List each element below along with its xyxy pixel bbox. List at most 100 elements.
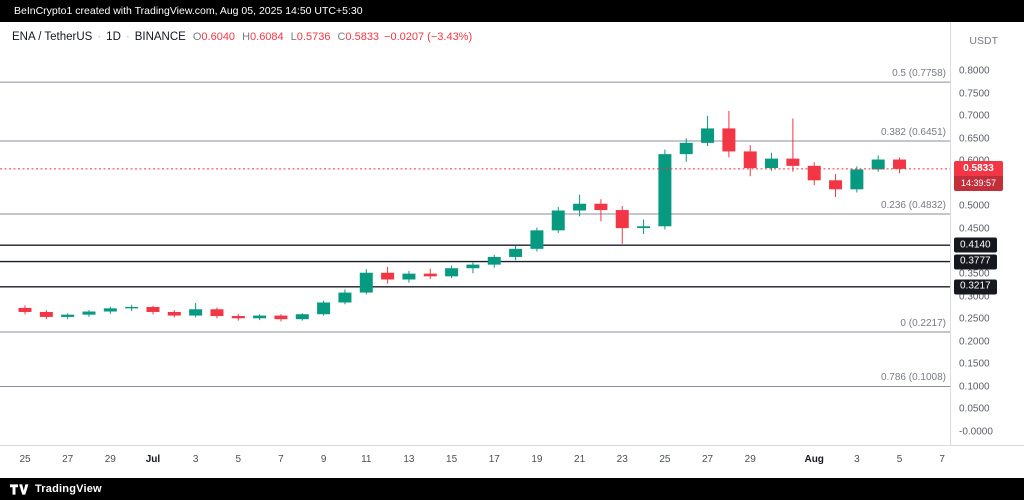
price-axis-label: 0.8000	[959, 65, 990, 77]
time-axis-label: Aug	[804, 454, 824, 465]
candle-body	[551, 210, 565, 231]
currency-label: USDT	[969, 35, 998, 47]
legend-separator: ·	[125, 31, 130, 43]
candle-body	[829, 180, 843, 190]
close-value: 0.5833	[345, 31, 380, 43]
candle-body	[253, 315, 267, 319]
candle-body	[807, 165, 821, 181]
time-axis-label: 23	[616, 454, 628, 465]
low-value: 0.5736	[296, 31, 331, 43]
candle-body	[850, 169, 864, 190]
time-axis-label: 11	[361, 454, 372, 465]
attribution-bar: BeInCrypto1 created with TradingView.com…	[0, 0, 1024, 22]
candle-body	[359, 272, 373, 293]
price-axis-label: 0.7500	[959, 88, 990, 100]
price-line-badge: 0.4140	[954, 237, 997, 253]
candle-body	[445, 268, 459, 277]
time-axis-label: 13	[403, 454, 415, 465]
time-axis[interactable]: 25 27 29 Jul 3 5 7 9 11 13 15 17 19 21 23 25 27 29 Aug 3 5 7	[0, 445, 1024, 478]
price-axis[interactable]: 0.80000.75000.70000.65000.60000.55000.50…	[950, 22, 1024, 445]
time-axis-label: 17	[488, 454, 500, 465]
time-axis-label: Jul	[145, 454, 161, 465]
candle-body	[231, 316, 245, 319]
exchange-label[interactable]: BINANCE	[134, 31, 186, 43]
candle-body	[679, 142, 693, 155]
price-axis-label: 0.4500	[959, 223, 990, 235]
candle-body	[423, 273, 437, 277]
price-axis-label: 0.6500	[959, 133, 990, 145]
candle-body	[103, 308, 117, 312]
low-pair: L 0.5736	[291, 31, 331, 43]
time-axis-label: 25	[659, 454, 671, 465]
candle-body	[274, 315, 288, 320]
candle-body	[466, 264, 480, 269]
open-value: 0.6040	[201, 31, 236, 43]
time-axis-label: 9	[320, 454, 327, 465]
candle-body	[210, 309, 224, 317]
tradingview-logo-icon[interactable]	[10, 483, 29, 496]
candle-body	[871, 159, 885, 170]
time-axis-label: 5	[896, 454, 903, 465]
symbol-name[interactable]: ENA / TetherUS	[12, 31, 93, 43]
symbol-legend: ENA / TetherUS · 1D · BINANCE O 0.6040 H…	[12, 31, 472, 43]
footer-bar: TradingView	[0, 478, 1024, 500]
attribution-text: BeInCrypto1 created with TradingView.com…	[14, 5, 363, 17]
price-axis-label: 0.1000	[959, 381, 990, 393]
candle-body	[765, 158, 779, 169]
candlestick-chart[interactable]	[0, 22, 950, 445]
candle-body	[509, 248, 523, 257]
candle-body	[573, 203, 587, 211]
price-axis-label: 0.0500	[959, 403, 990, 415]
candle-body	[594, 203, 608, 211]
high-value: 0.6084	[250, 31, 284, 43]
last-price-value: 0.5833	[954, 160, 1004, 176]
change-value: −0.0207 (−3.43%)	[384, 31, 473, 43]
time-axis-label: 19	[531, 454, 543, 465]
candle-body	[167, 311, 181, 316]
chart-svg[interactable]	[0, 22, 950, 445]
candle-body	[701, 128, 715, 143]
time-axis-label: 21	[574, 454, 586, 465]
open-label: O	[192, 31, 202, 43]
candle-body	[317, 302, 331, 315]
price-line-badge: 0.3777	[954, 254, 997, 270]
price-axis-label: 0.3500	[959, 268, 990, 280]
price-axis-label: 0.1500	[959, 358, 990, 370]
time-axis-label: 25	[19, 454, 31, 465]
candle-body	[743, 151, 757, 169]
time-axis-label: 27	[62, 454, 74, 465]
candle-body	[402, 273, 416, 280]
tradingview-brand[interactable]: TradingView	[35, 483, 102, 495]
candle-body	[146, 307, 160, 312]
interval-label[interactable]: 1D	[106, 31, 121, 43]
candle-body	[125, 307, 139, 309]
candle-body	[658, 154, 672, 227]
price-line-badge: 0.3217	[954, 279, 997, 295]
high-label: H	[242, 31, 251, 43]
time-axis-label: 5	[235, 454, 242, 465]
candle-body	[487, 256, 501, 265]
candle-body	[82, 311, 96, 315]
time-axis-label: 29	[104, 454, 116, 465]
time-axis-label: 27	[701, 454, 714, 465]
candle-body	[786, 158, 800, 166]
candle-body	[338, 292, 352, 303]
low-label: L	[290, 31, 297, 43]
candle-body	[18, 307, 32, 312]
time-axis-label: 29	[744, 454, 756, 465]
candle-body	[39, 311, 53, 317]
candle-body	[61, 314, 75, 317]
price-axis-label: 0.3000	[959, 291, 990, 303]
candle-body	[295, 314, 309, 320]
price-axis-label: 0.2000	[959, 336, 990, 348]
candle-body	[381, 272, 395, 280]
candle-body	[637, 226, 651, 229]
price-axis-label: -0.0000	[959, 426, 993, 438]
open-pair: O 0.6040	[193, 31, 235, 43]
candle-body	[615, 210, 629, 229]
time-axis-label: 15	[446, 454, 458, 465]
price-axis-label: 0.7000	[959, 110, 990, 122]
price-axis-label: 0.2500	[959, 313, 990, 325]
chart-panel[interactable]: ENA / TetherUS · 1D · BINANCE O 0.6040 H…	[0, 22, 1024, 478]
